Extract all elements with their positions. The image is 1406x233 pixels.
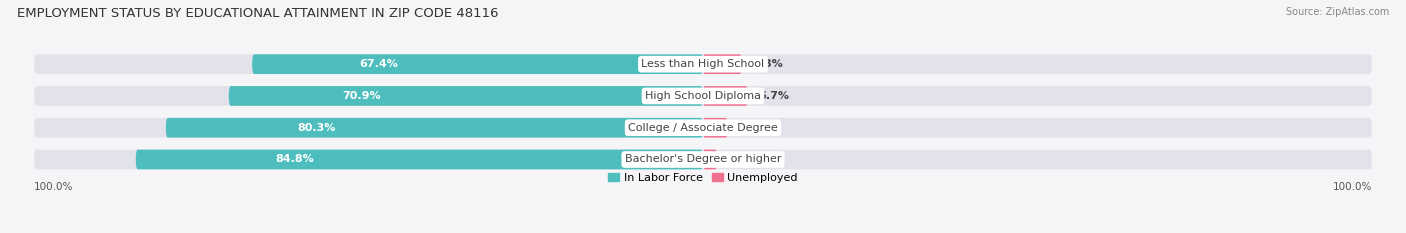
Text: 84.8%: 84.8% — [276, 154, 314, 164]
FancyBboxPatch shape — [252, 54, 703, 74]
Text: Source: ZipAtlas.com: Source: ZipAtlas.com — [1285, 7, 1389, 17]
Text: College / Associate Degree: College / Associate Degree — [628, 123, 778, 133]
FancyBboxPatch shape — [34, 150, 1372, 169]
FancyBboxPatch shape — [34, 118, 1372, 137]
Text: 100.0%: 100.0% — [34, 182, 73, 192]
Text: Less than High School: Less than High School — [641, 59, 765, 69]
FancyBboxPatch shape — [136, 150, 703, 169]
Legend: In Labor Force, Unemployed: In Labor Force, Unemployed — [603, 168, 803, 187]
Text: 70.9%: 70.9% — [342, 91, 381, 101]
Text: 80.3%: 80.3% — [297, 123, 336, 133]
Text: 6.7%: 6.7% — [758, 91, 789, 101]
FancyBboxPatch shape — [229, 86, 703, 106]
Text: 2.1%: 2.1% — [727, 154, 758, 164]
FancyBboxPatch shape — [703, 54, 742, 74]
Text: Bachelor's Degree or higher: Bachelor's Degree or higher — [624, 154, 782, 164]
FancyBboxPatch shape — [703, 150, 717, 169]
Text: 3.7%: 3.7% — [738, 123, 769, 133]
FancyBboxPatch shape — [703, 86, 748, 106]
Text: EMPLOYMENT STATUS BY EDUCATIONAL ATTAINMENT IN ZIP CODE 48116: EMPLOYMENT STATUS BY EDUCATIONAL ATTAINM… — [17, 7, 498, 20]
FancyBboxPatch shape — [166, 118, 703, 137]
FancyBboxPatch shape — [34, 86, 1372, 106]
Text: 67.4%: 67.4% — [359, 59, 398, 69]
Text: 100.0%: 100.0% — [1333, 182, 1372, 192]
FancyBboxPatch shape — [703, 118, 728, 137]
FancyBboxPatch shape — [34, 54, 1372, 74]
Text: 5.8%: 5.8% — [752, 59, 783, 69]
Text: High School Diploma: High School Diploma — [645, 91, 761, 101]
